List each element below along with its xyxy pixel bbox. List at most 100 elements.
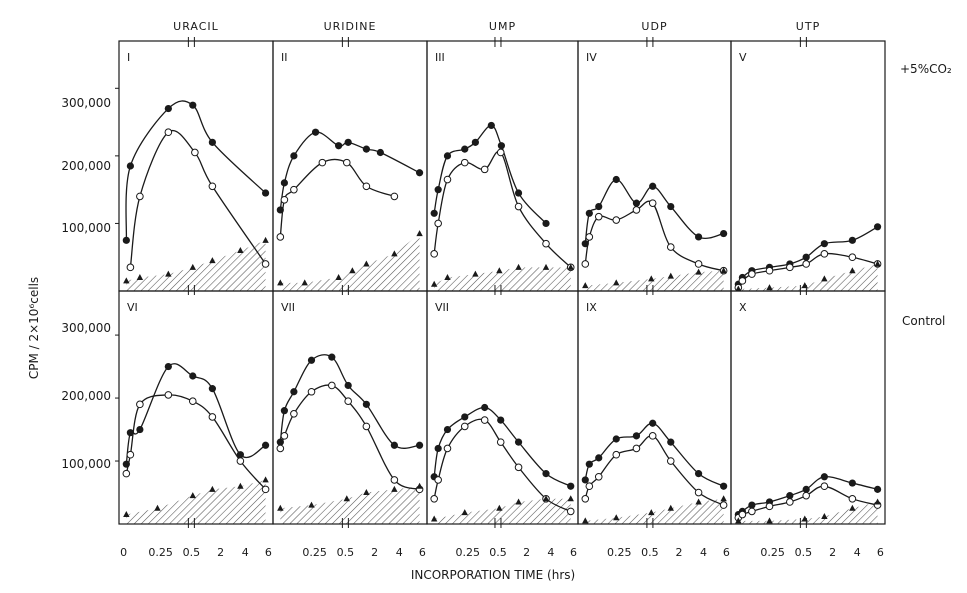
data-point [594,212,603,221]
data-point [236,451,244,459]
x-tick-label: 2 [675,546,682,559]
data-point [666,243,675,251]
data-point [786,492,794,500]
data-point [649,419,657,427]
data-point [164,362,172,371]
y-axis-label: CPM / 2×10⁶cells [27,277,41,379]
data-point [280,407,288,415]
data-point [873,485,882,493]
panel-numeral: I [127,51,130,64]
data-point [648,509,655,516]
data-point [209,257,216,264]
data-point [126,263,135,272]
panel-numeral: IV [586,51,597,64]
data-point [667,272,674,279]
data-point [318,158,327,167]
data-point [444,273,451,280]
panel-frame [426,290,579,525]
data-point [390,441,398,449]
panel-numeral: IX [586,301,597,314]
data-point [208,182,217,191]
hatched-area [585,270,724,291]
series-line [433,150,572,268]
hatched-area [434,498,571,524]
data-point [802,485,810,493]
data-point [497,416,505,424]
data-point [416,482,423,489]
data-point [595,454,603,462]
data-point [164,104,172,113]
row-label-control: Control [902,314,945,328]
data-point [236,457,245,465]
data-point [443,425,452,434]
data-point [434,444,442,453]
x-tick-label: 0.5 [795,546,813,559]
data-point [694,260,703,268]
data-point [566,507,575,516]
data-point [581,476,589,484]
data-point [613,279,620,286]
data-point [165,270,172,277]
x-tick-label: 4 [547,546,554,559]
x-tick-label: 0.5 [489,546,507,559]
x-tick-label: 2 [829,546,836,559]
x-tick-label: 2 [523,546,530,559]
series-line [584,200,724,272]
panel-numeral: VII [281,301,295,314]
panel: I [115,37,274,295]
data-point [363,260,370,267]
hatched-area [585,498,724,524]
data-point [567,482,575,490]
data-point [582,517,589,524]
x-tick-label: 0.5 [183,546,201,559]
series-line [433,418,572,512]
column-title: UTP [796,20,820,33]
data-point [461,509,468,516]
x-tick-label: 6 [419,546,426,559]
y-tick-label: 200,000 [61,159,111,173]
data-point [443,152,452,160]
data-point [208,138,216,146]
data-point [497,142,506,150]
data-point [801,515,808,522]
data-point [311,128,320,136]
hatched-area [738,263,878,291]
data-point [802,253,810,261]
data-point [582,282,589,289]
data-point [765,266,774,275]
series-line [129,129,267,268]
data-point [461,413,469,421]
x-tick-label: 0.5 [641,546,659,559]
panel: VII [272,290,428,528]
data-point [430,495,438,503]
data-point [349,267,356,274]
data-point [307,356,316,364]
x-tick-label: 0.25 [148,546,173,559]
data-point [632,206,641,214]
data-point [276,206,284,214]
data-point [261,441,270,449]
data-point [719,501,728,509]
x-tick-label: 0.25 [302,546,327,559]
data-point [362,422,371,431]
data-point [122,236,130,244]
data-point [261,260,270,268]
hatched-area [738,501,878,524]
data-point [612,216,621,224]
data-point [415,441,424,449]
data-point [391,250,398,257]
column-title: UDP [641,20,667,33]
x-tick-label: 4 [242,546,249,559]
x-axis-label: INCORPORATION TIME (hrs) [411,568,575,582]
data-point [434,219,442,228]
data-point [343,495,350,502]
data-point [720,495,727,502]
data-point [786,263,794,272]
data-point [460,422,469,431]
data-point [208,413,217,421]
data-point [820,482,829,491]
panel: IX [577,290,732,528]
data-point [362,400,370,408]
data-point [122,469,131,478]
column-title: URACIL [173,20,219,33]
